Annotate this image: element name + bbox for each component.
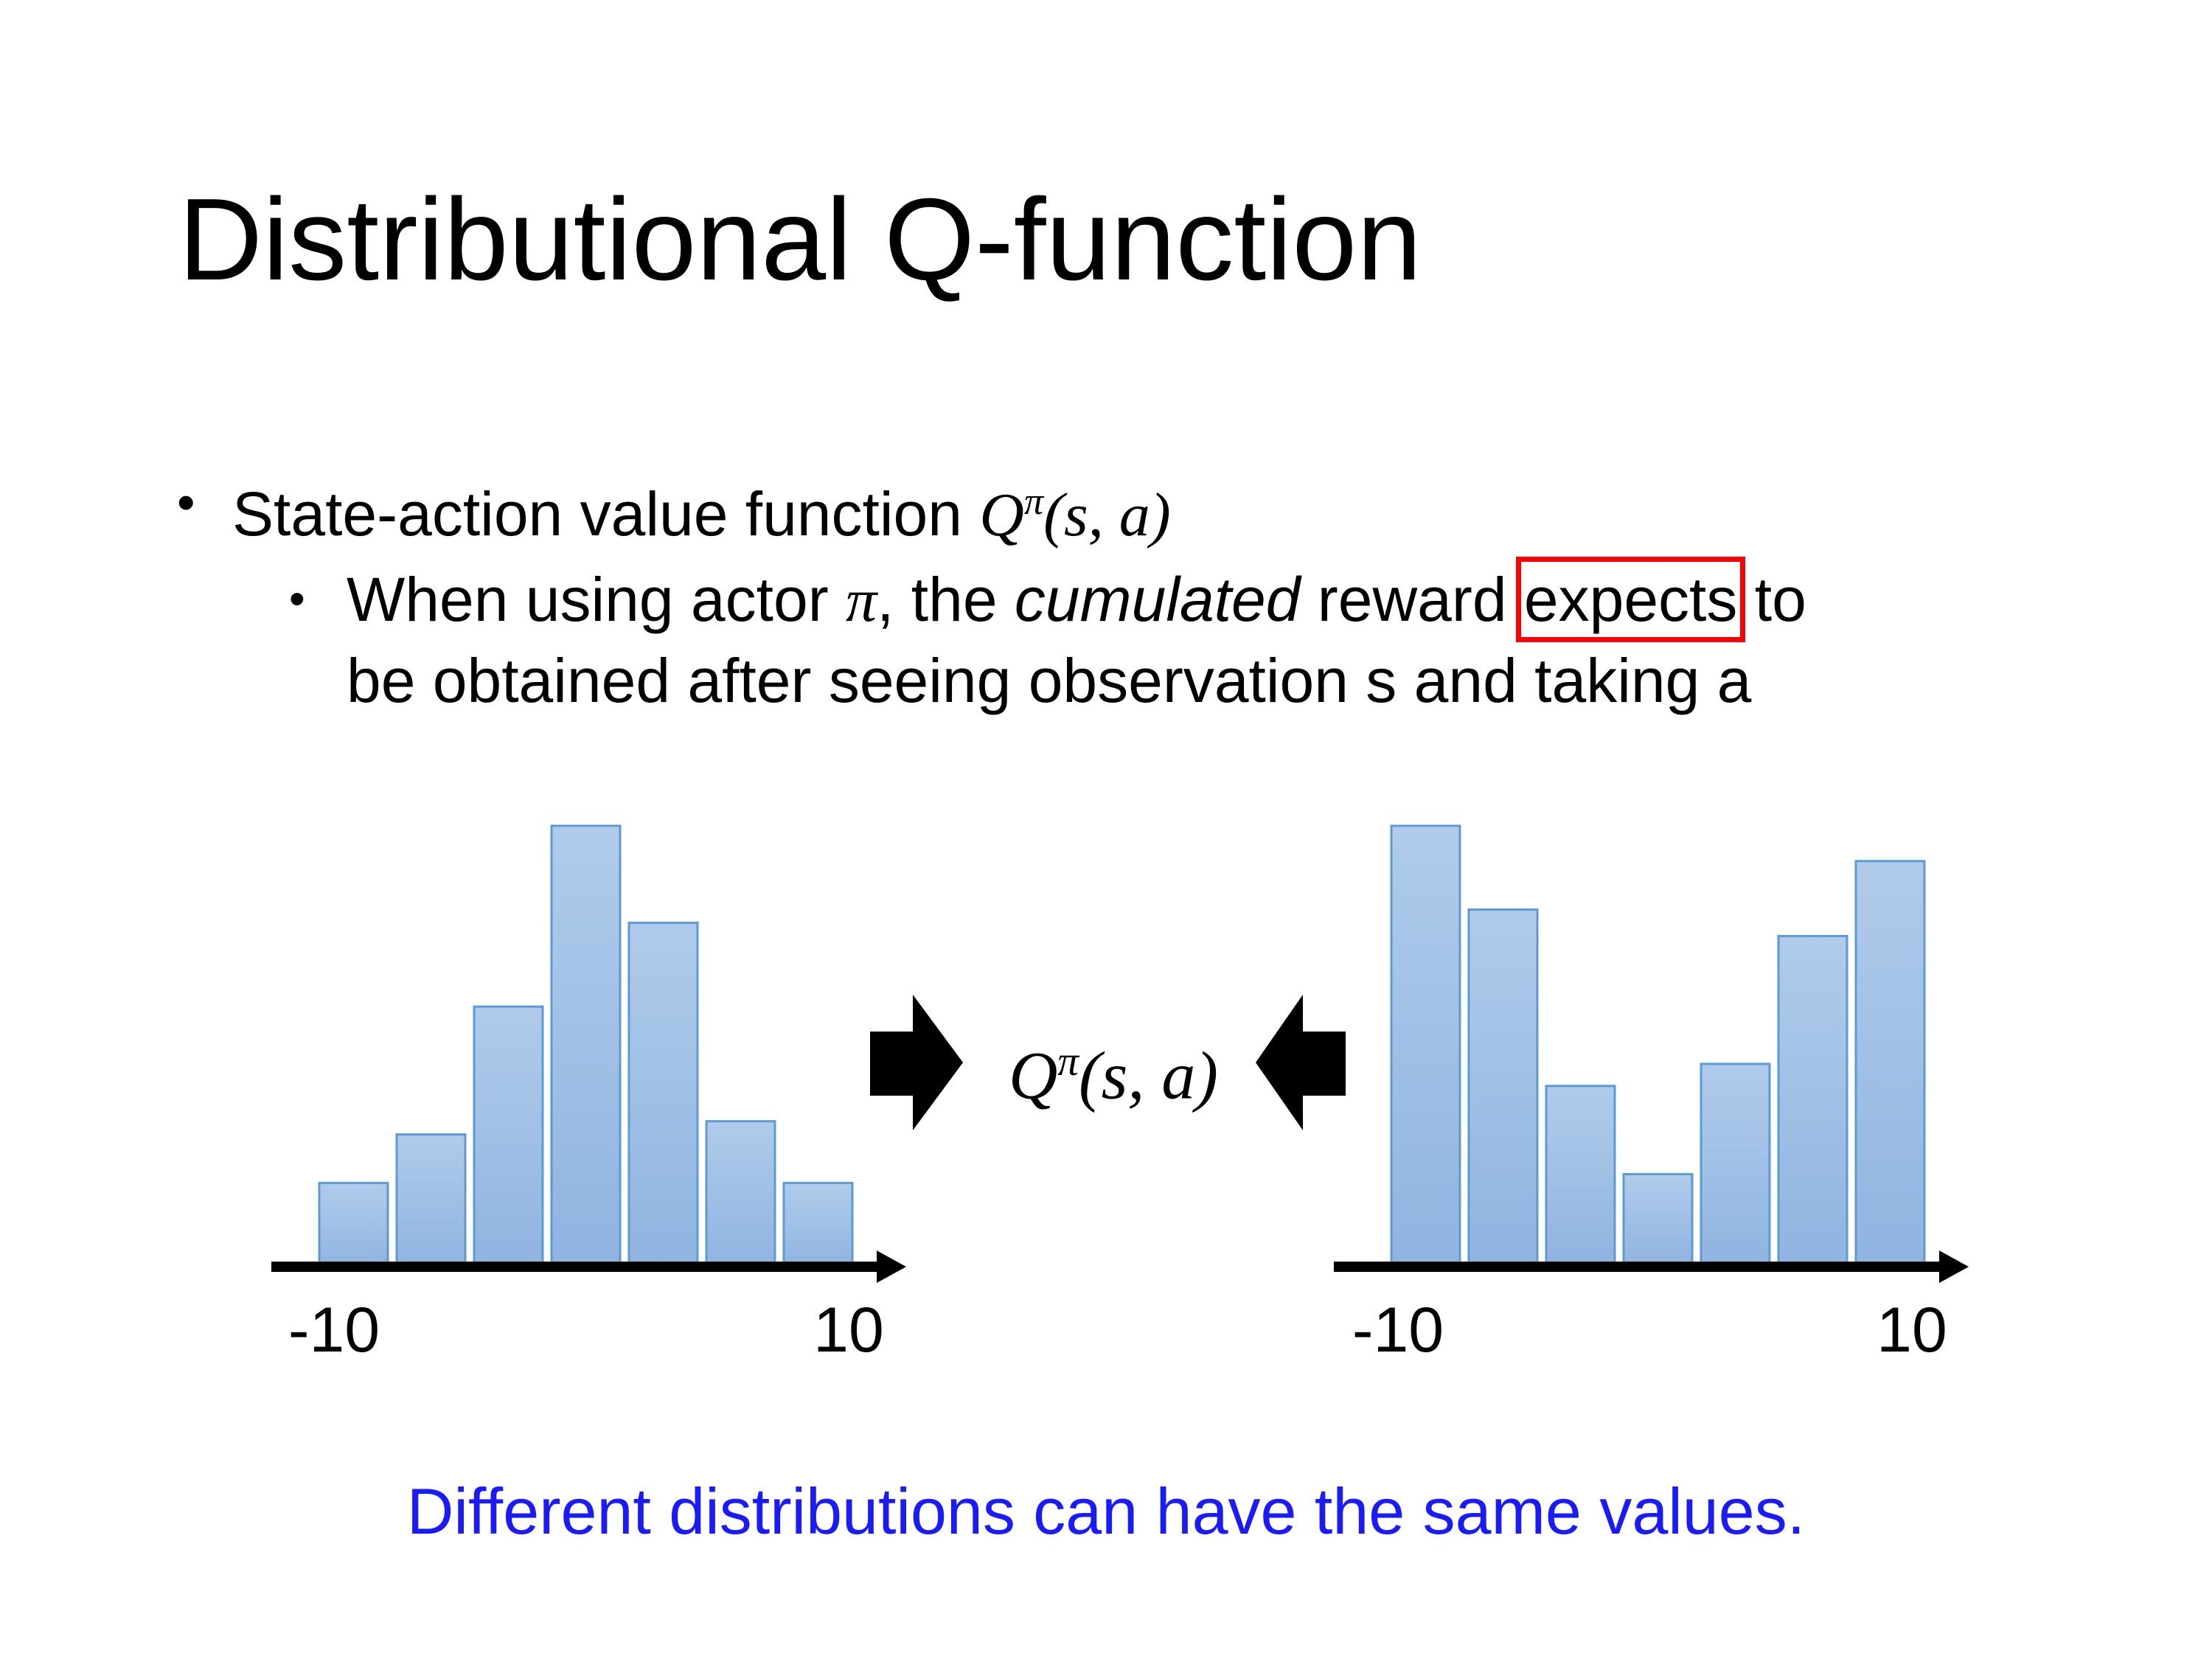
histogram-bar bbox=[1467, 908, 1539, 1268]
arrow-left-icon bbox=[1256, 995, 1346, 1130]
x-tick-label: -10 bbox=[288, 1295, 380, 1366]
sub-bullet-dot: • bbox=[289, 574, 305, 625]
histogram-bar bbox=[550, 824, 622, 1268]
pi-symbol: π bbox=[846, 566, 877, 635]
arrow-right-icon bbox=[870, 995, 963, 1130]
text: When using actor bbox=[347, 565, 846, 634]
bullet-text: State-action value function bbox=[232, 479, 980, 549]
q-args: (s, a) bbox=[1078, 1037, 1219, 1113]
q-symbol: Q bbox=[1008, 1037, 1058, 1113]
histogram-bar bbox=[473, 1005, 544, 1268]
histogram-right: -10 10 bbox=[1334, 824, 1969, 1366]
pi-superscript: π bbox=[1057, 1038, 1079, 1085]
x-axis-arrowhead bbox=[877, 1251, 906, 1283]
q-args: (s, a) bbox=[1043, 481, 1171, 549]
pi-superscript: π bbox=[1023, 481, 1044, 523]
histogram-bar bbox=[1545, 1085, 1616, 1268]
text: reward bbox=[1300, 565, 1524, 634]
note-text: Different distributions can have the sam… bbox=[406, 1475, 1806, 1548]
q-pi-formula: Qπ(s, a) bbox=[979, 481, 1170, 549]
histogram-bar bbox=[1777, 935, 1848, 1268]
bullet-dot: • bbox=[177, 473, 195, 531]
sub-bullet-line-2: be obtained after seeing observation s a… bbox=[347, 646, 1752, 715]
histogram-bar bbox=[1700, 1062, 1771, 1268]
x-tick-label: 10 bbox=[813, 1295, 884, 1366]
histogram-bar bbox=[705, 1120, 776, 1268]
histogram-bar bbox=[318, 1181, 389, 1268]
emphasis-cumulated: cumulated bbox=[1014, 565, 1301, 634]
histogram-bar bbox=[1622, 1172, 1694, 1268]
x-axis-arrowhead bbox=[1939, 1251, 1969, 1283]
bullet-state-action: State-action value function Qπ(s, a) bbox=[232, 462, 1171, 556]
histogram-bar bbox=[1854, 860, 1926, 1268]
x-tick-label: 10 bbox=[1877, 1295, 1947, 1366]
histogram-bar bbox=[1390, 824, 1461, 1268]
histogram-bar bbox=[395, 1133, 467, 1268]
slide-title: Distributional Q-function bbox=[178, 175, 1422, 305]
text: , the bbox=[877, 565, 1015, 634]
text: to bbox=[1737, 565, 1806, 634]
histogram-bar bbox=[627, 922, 699, 1268]
histogram-left: -10 10 bbox=[271, 824, 906, 1366]
histogram-bar bbox=[782, 1181, 854, 1268]
center-q-formula: Qπ(s, a) bbox=[981, 1018, 1246, 1120]
highlighted-word-expects: expects bbox=[1515, 557, 1746, 642]
q-symbol: Q bbox=[979, 481, 1024, 549]
sub-bullet-line-1: When using actor π, the cumulated reward… bbox=[347, 557, 1806, 642]
x-tick-label: -10 bbox=[1352, 1295, 1444, 1366]
